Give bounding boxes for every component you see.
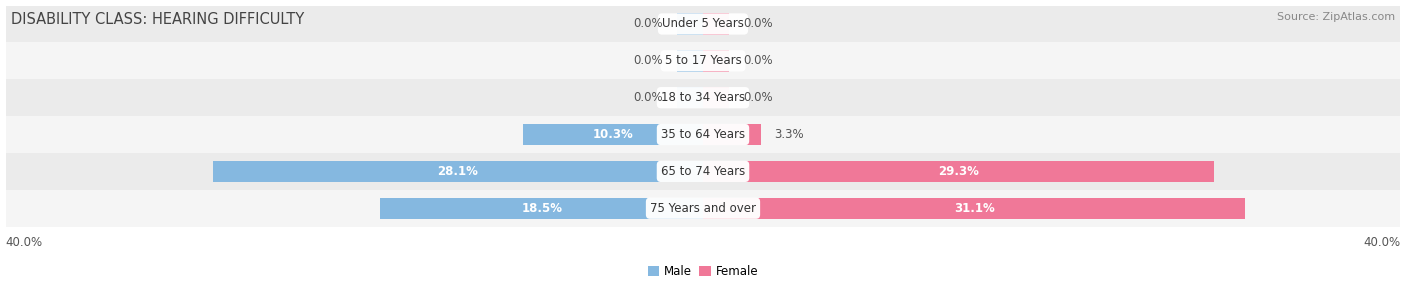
Bar — [703, 124, 761, 145]
Bar — [6, 79, 1400, 116]
Text: 0.0%: 0.0% — [744, 17, 773, 30]
Bar — [676, 13, 703, 35]
Text: 0.0%: 0.0% — [633, 17, 662, 30]
Text: 29.3%: 29.3% — [938, 165, 979, 178]
Bar — [676, 87, 703, 108]
Text: 65 to 74 Years: 65 to 74 Years — [661, 165, 745, 178]
Bar — [6, 5, 1400, 42]
Text: 0.0%: 0.0% — [744, 54, 773, 67]
Bar — [6, 42, 1400, 79]
Text: 5 to 17 Years: 5 to 17 Years — [665, 54, 741, 67]
Bar — [703, 198, 1246, 219]
Text: 75 Years and over: 75 Years and over — [650, 202, 756, 215]
Legend: Male, Female: Male, Female — [643, 260, 763, 283]
Bar — [214, 161, 703, 182]
Text: 0.0%: 0.0% — [744, 91, 773, 104]
Text: 0.0%: 0.0% — [633, 91, 662, 104]
Text: 28.1%: 28.1% — [437, 165, 478, 178]
Bar — [6, 153, 1400, 190]
Bar — [703, 87, 730, 108]
Text: 40.0%: 40.0% — [1364, 236, 1400, 249]
Bar — [703, 13, 730, 35]
Bar — [6, 190, 1400, 227]
Bar — [703, 161, 1213, 182]
Text: Under 5 Years: Under 5 Years — [662, 17, 744, 30]
Bar — [381, 198, 703, 219]
Bar — [676, 50, 703, 71]
Text: 35 to 64 Years: 35 to 64 Years — [661, 128, 745, 141]
Text: DISABILITY CLASS: HEARING DIFFICULTY: DISABILITY CLASS: HEARING DIFFICULTY — [11, 12, 305, 27]
Text: 18.5%: 18.5% — [522, 202, 562, 215]
Text: 10.3%: 10.3% — [593, 128, 634, 141]
Text: 0.0%: 0.0% — [633, 54, 662, 67]
Text: 31.1%: 31.1% — [953, 202, 994, 215]
Bar — [6, 116, 1400, 153]
Text: 18 to 34 Years: 18 to 34 Years — [661, 91, 745, 104]
Text: 3.3%: 3.3% — [775, 128, 804, 141]
Text: Source: ZipAtlas.com: Source: ZipAtlas.com — [1277, 12, 1395, 22]
Text: 40.0%: 40.0% — [6, 236, 42, 249]
Bar — [703, 50, 730, 71]
Bar — [523, 124, 703, 145]
